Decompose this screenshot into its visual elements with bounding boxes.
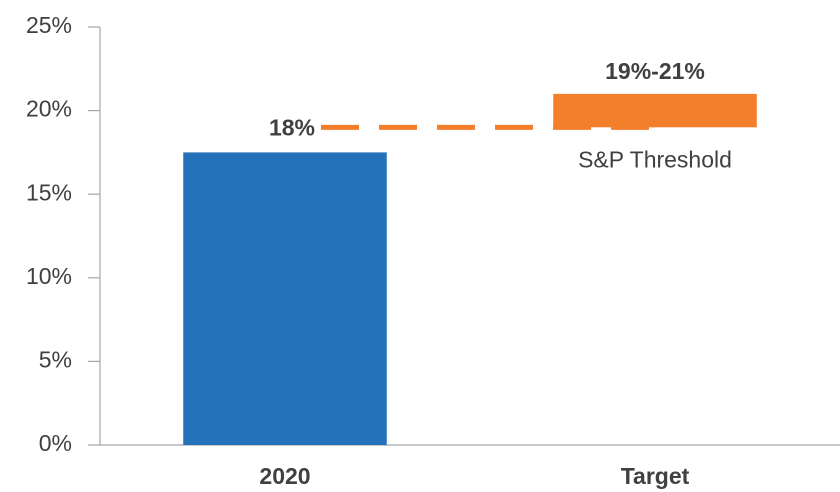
y-tick-label: 20% [26,96,72,122]
value-label: 18% [269,114,315,140]
y-tick-label: 5% [39,346,72,372]
y-tick-label: 0% [39,430,72,456]
y-tick-label: 10% [26,263,72,289]
range-bar [553,93,757,128]
x-tick-label: Target [621,463,690,489]
y-tick-label: 15% [26,179,72,205]
threshold-label: S&P Threshold [578,146,732,172]
bar [183,152,387,445]
value-label: 19%-21% [605,58,705,84]
x-tick-label: 2020 [259,463,310,489]
y-tick-label: 25% [26,12,72,38]
